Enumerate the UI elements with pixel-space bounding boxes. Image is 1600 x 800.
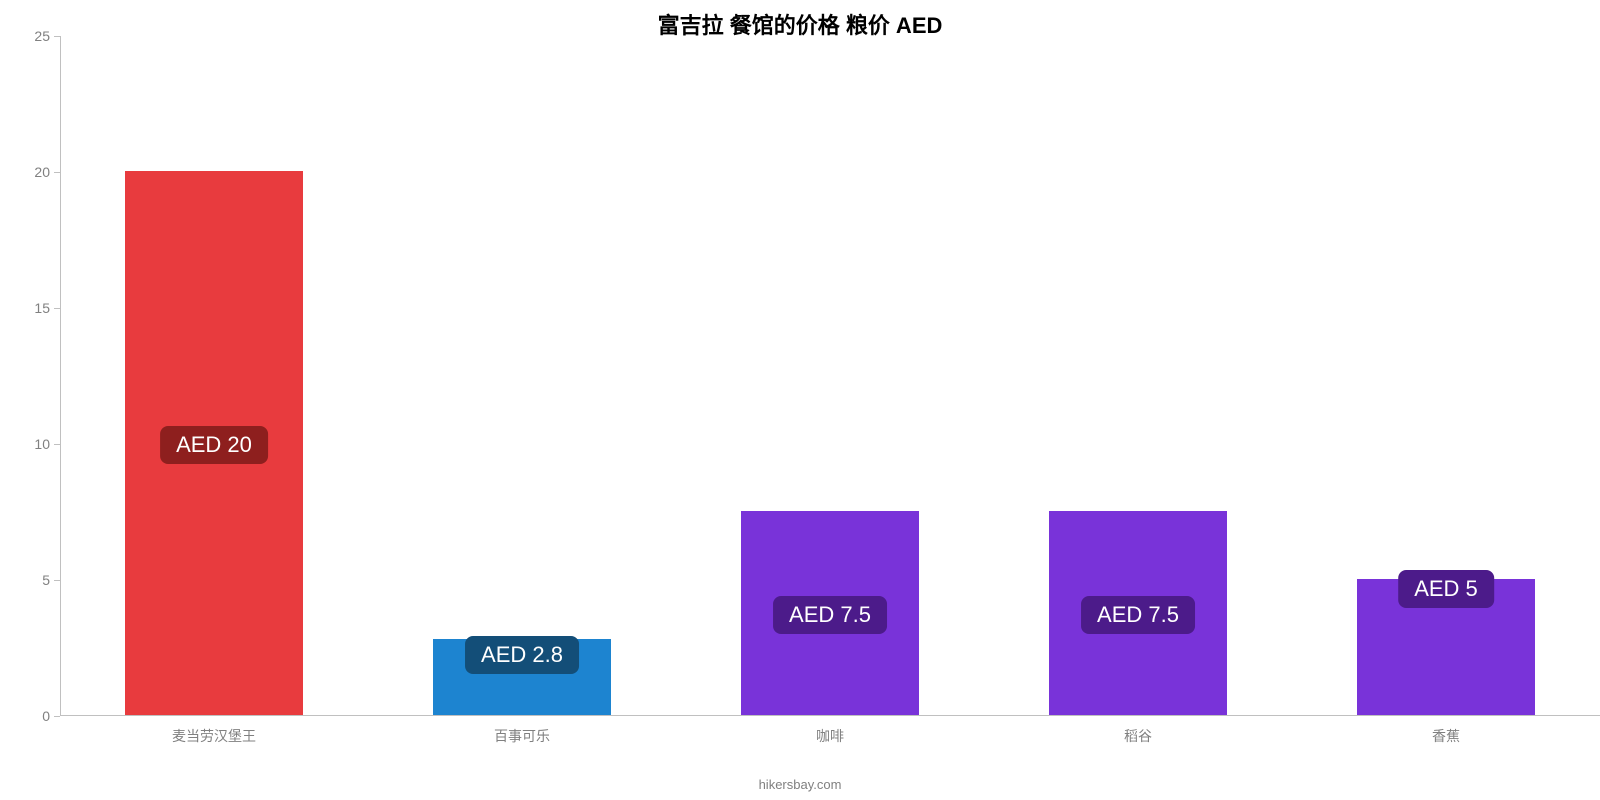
plot-area: 0510152025AED 20麦当劳汉堡王AED 2.8百事可乐AED 7.5…	[60, 36, 1600, 716]
price-chart: 富吉拉 餐馆的价格 粮价 AED 0510152025AED 20麦当劳汉堡王A…	[0, 0, 1600, 800]
x-axis-line	[60, 715, 1600, 716]
x-axis-label: 稻谷	[1124, 726, 1152, 746]
x-axis-label: 咖啡	[816, 726, 844, 746]
bar-value-label: AED 5	[1398, 570, 1494, 608]
y-axis-label: 5	[42, 572, 60, 588]
chart-title: 富吉拉 餐馆的价格 粮价 AED	[0, 0, 1600, 40]
y-axis-label: 0	[42, 708, 60, 724]
bar-value-label: AED 7.5	[773, 596, 887, 634]
x-axis-label: 百事可乐	[494, 726, 550, 746]
bar-value-label: AED 20	[160, 426, 268, 464]
y-axis-label: 25	[34, 28, 60, 44]
x-axis-label: 麦当劳汉堡王	[172, 726, 256, 746]
attribution-text: hikersbay.com	[759, 777, 842, 792]
y-axis-label: 20	[34, 164, 60, 180]
y-axis-label: 15	[34, 300, 60, 316]
y-axis-label: 10	[34, 436, 60, 452]
y-axis-line	[60, 36, 61, 716]
bar-value-label: AED 2.8	[465, 636, 579, 674]
x-axis-label: 香蕉	[1432, 726, 1460, 746]
bar-value-label: AED 7.5	[1081, 596, 1195, 634]
